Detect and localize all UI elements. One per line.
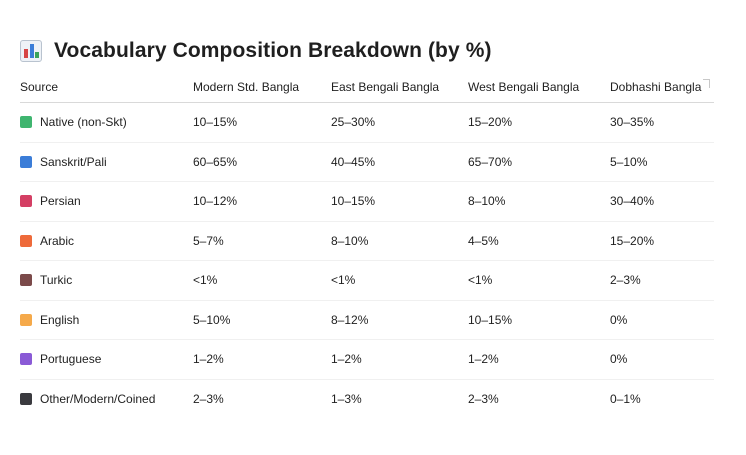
cell-east: 1–3% [331, 391, 362, 406]
purple-square-icon [20, 353, 32, 366]
cell-dobhashi: 30–35% [610, 102, 714, 143]
cell-east: 25–30% [331, 102, 468, 143]
black-square-icon [20, 392, 32, 405]
cell-east: 10–15% [331, 181, 468, 222]
cell-modern: 5–7% [193, 221, 331, 261]
cell-west: 15–20% [468, 102, 610, 143]
cell-source: Other/Modern/Coined [20, 379, 193, 418]
table-row: Persian 10–12% 10–15% 8–10% 30–40% [20, 181, 714, 222]
green-square-icon [20, 116, 32, 129]
yellow-square-icon [20, 313, 32, 326]
cell-modern: 60–65% [193, 142, 331, 182]
source-label: Other/Modern/Coined [40, 391, 156, 406]
cell-west: 65–70% [468, 142, 610, 182]
source-label: Persian [40, 194, 81, 209]
brown-square-icon [20, 274, 32, 287]
table-row: Other/Modern/Coined 2–3% 1–3% 2–3% 0–1% [20, 379, 714, 418]
cell-dobhashi: 15–20% [610, 221, 714, 261]
header-source: Source [20, 72, 193, 103]
cell-modern: <1% [193, 260, 331, 301]
red-square-icon [20, 195, 32, 208]
header-modern: Modern Std. Bangla [193, 72, 331, 103]
table-row: Arabic 5–7% 8–10% 4–5% 15–20% [20, 221, 714, 261]
orange-square-icon [20, 234, 32, 247]
source-label: Native (non-Skt) [40, 115, 127, 130]
table-row: Portuguese 1–2% 1–2% 1–2% 0% [20, 339, 714, 380]
table-header-row: Source Modern Std. Bangla East Bengali B… [20, 72, 714, 103]
corner-mark-icon [703, 79, 710, 88]
header-dobhashi-label: Dobhashi Bangla [610, 80, 702, 94]
cell-dobhashi: 0% [610, 300, 714, 340]
header-dobhashi: Dobhashi Bangla [610, 72, 714, 103]
cell-east: 40–45% [331, 142, 468, 182]
cell-west: <1% [468, 260, 610, 301]
cell-source: Turkic [20, 260, 193, 301]
cell-modern: 10–15% [193, 102, 331, 143]
cell-dobhashi: 0–1% [610, 391, 641, 406]
cell-source: Sanskrit/Pali [20, 142, 193, 182]
cell-east: <1% [331, 260, 468, 301]
header-west: West Bengali Bangla [468, 72, 610, 103]
source-label: Turkic [40, 273, 73, 288]
cell-west: 2–3% [468, 391, 499, 406]
composition-table: Source Modern Std. Bangla East Bengali B… [20, 72, 714, 418]
page-title: Vocabulary Composition Breakdown (by %) [54, 39, 492, 62]
cell-west: 10–15% [468, 300, 610, 340]
header-east: East Bengali Bangla [331, 72, 468, 103]
cell-source: English [20, 300, 193, 340]
cell-west: 8–10% [468, 181, 610, 222]
cell-dobhashi: 0% [610, 339, 714, 380]
table-row: Sanskrit/Pali 60–65% 40–45% 65–70% 5–10% [20, 142, 714, 182]
blue-square-icon [20, 155, 32, 168]
cell-modern: 10–12% [193, 181, 331, 222]
source-label: English [40, 312, 80, 327]
cell-source: Native (non-Skt) [20, 102, 193, 143]
cell-west: 4–5% [468, 221, 610, 261]
source-label: Arabic [40, 233, 75, 248]
cell-source: Portuguese [20, 339, 193, 380]
cell-dobhashi: 2–3% [610, 260, 714, 301]
bar-chart-icon [20, 40, 42, 62]
cell-dobhashi: 30–40% [610, 181, 714, 222]
cell-west: 1–2% [468, 339, 610, 380]
cell-source: Persian [20, 181, 193, 222]
cell-east: 8–12% [331, 300, 468, 340]
table-row: Native (non-Skt) 10–15% 25–30% 15–20% 30–35% [20, 102, 714, 143]
table-row: English 5–10% 8–12% 10–15% 0% [20, 300, 714, 340]
table-row: Turkic <1% <1% <1% 2–3% [20, 260, 714, 301]
cell-modern: 5–10% [193, 300, 331, 340]
title-row: Vocabulary Composition Breakdown (by %) [20, 36, 492, 66]
cell-east: 1–2% [331, 339, 468, 380]
source-label: Portuguese [40, 352, 102, 367]
source-label: Sanskrit/Pali [40, 154, 107, 169]
cell-modern: 2–3% [193, 391, 224, 406]
cell-modern: 1–2% [193, 339, 331, 380]
cell-dobhashi: 5–10% [610, 142, 714, 182]
cell-east: 8–10% [331, 221, 468, 261]
cell-source: Arabic [20, 221, 193, 261]
